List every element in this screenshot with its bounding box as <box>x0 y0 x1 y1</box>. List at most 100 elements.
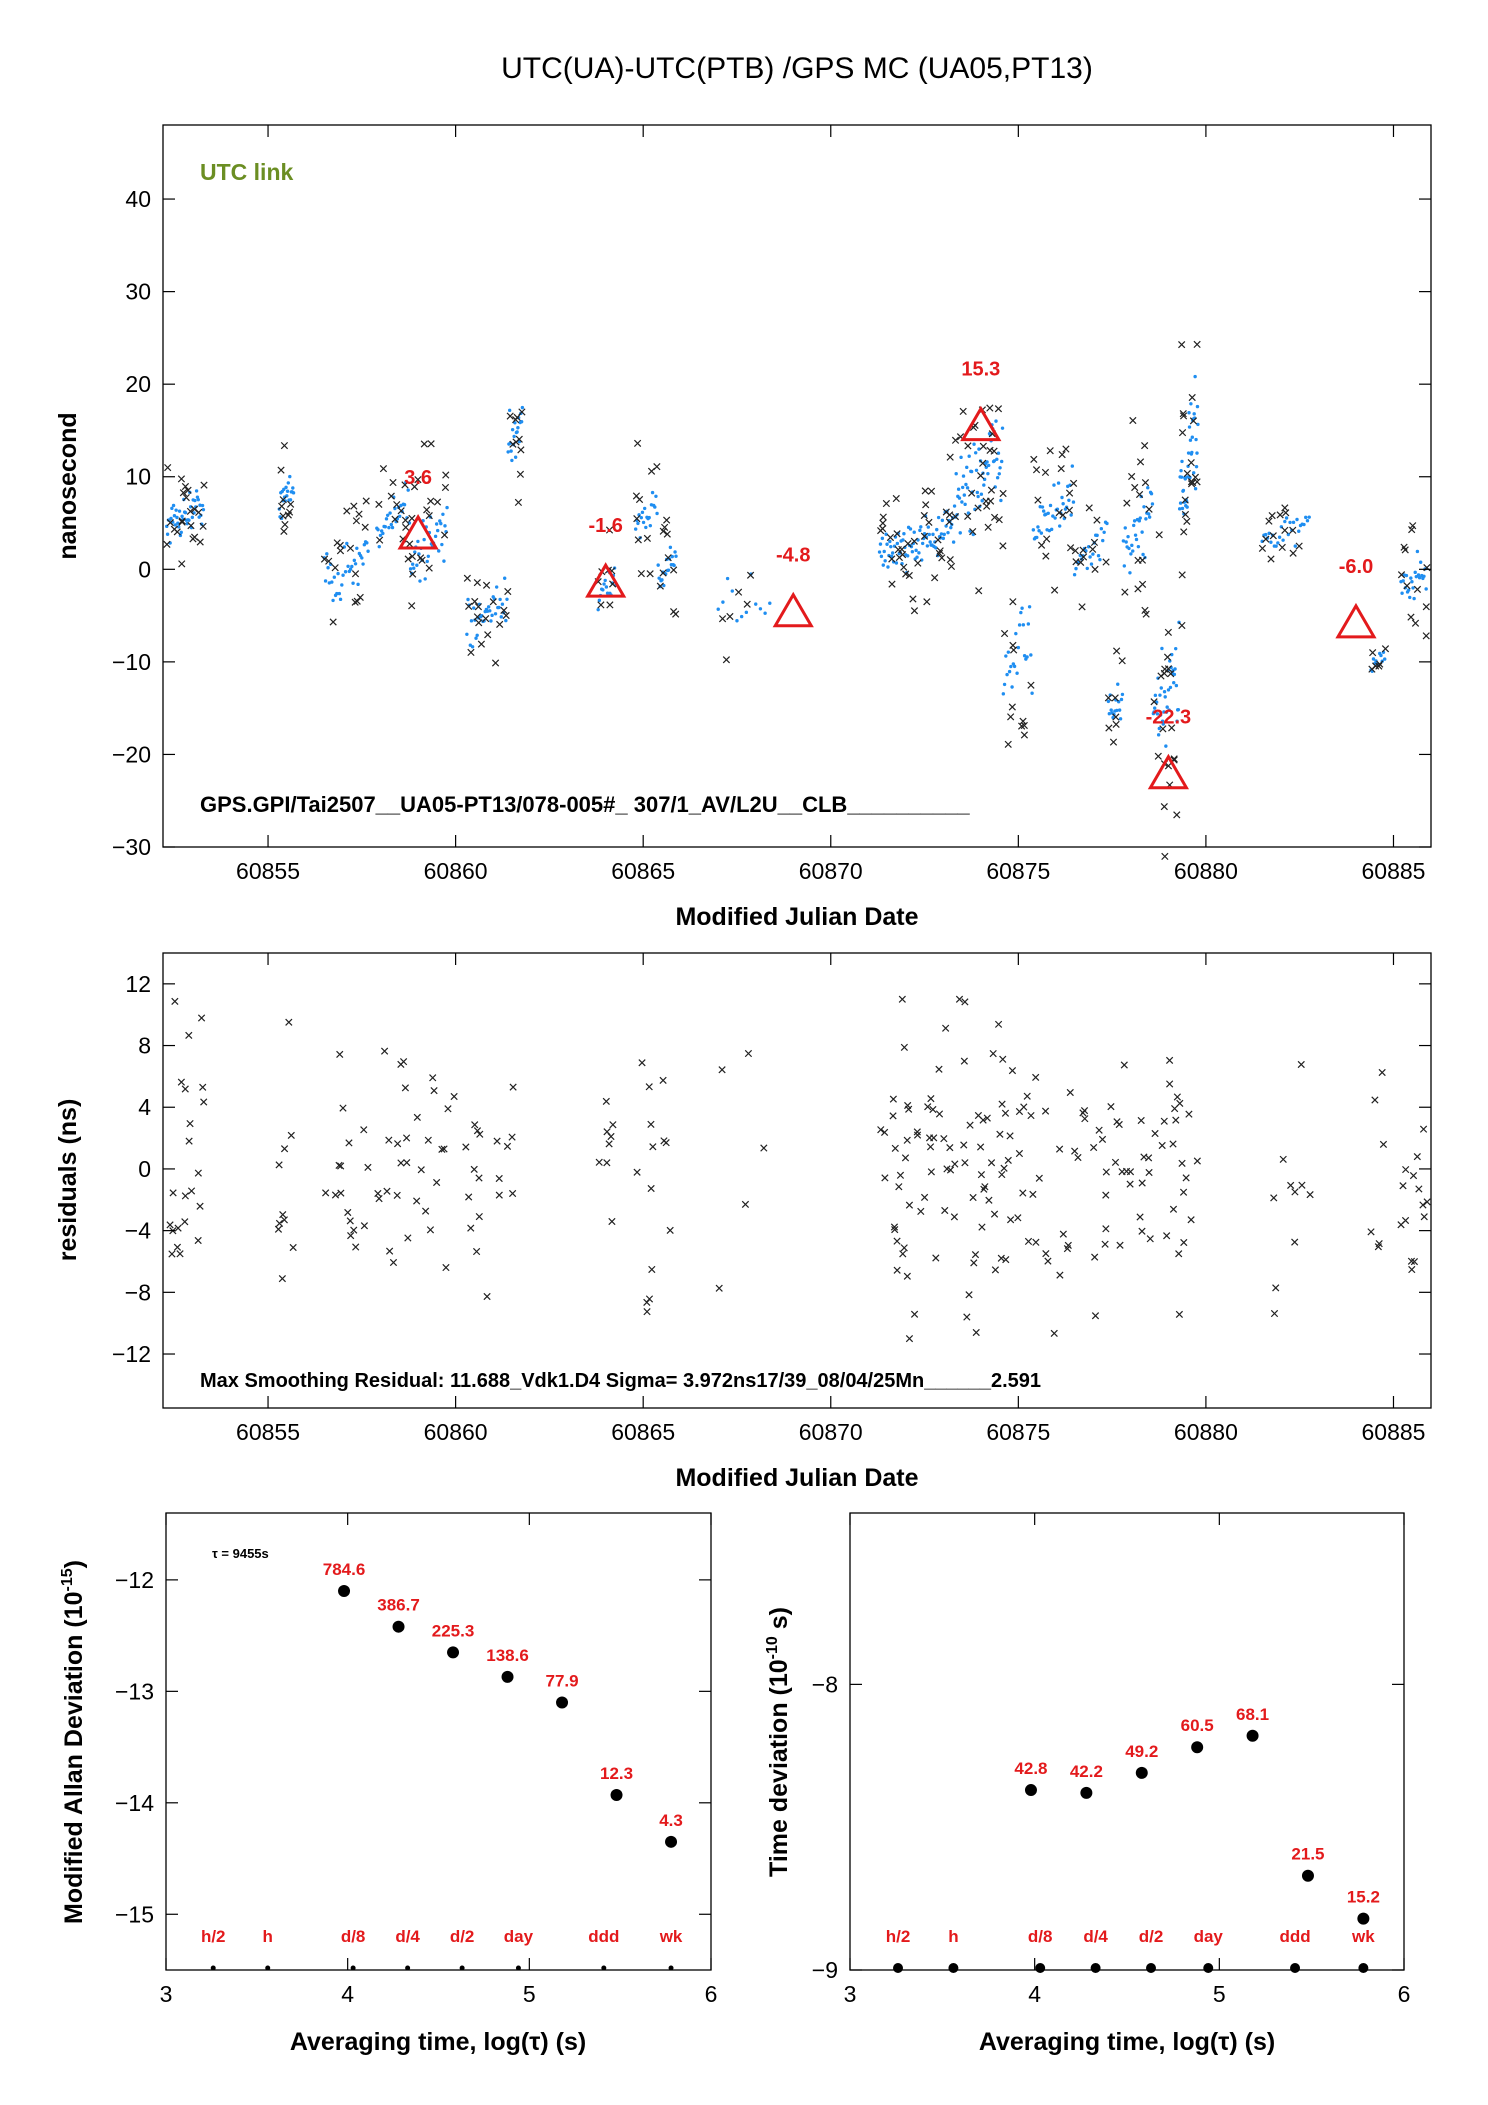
raw-point <box>176 521 180 525</box>
raw-point <box>165 532 170 536</box>
raw-point <box>506 450 510 454</box>
data-point <box>1163 653 1172 661</box>
residual-point <box>969 1193 977 1202</box>
raw-point <box>353 562 358 566</box>
residual-point <box>1298 1181 1306 1189</box>
data-point <box>1109 738 1118 746</box>
raw-point <box>935 527 939 532</box>
residual-point <box>278 1275 286 1283</box>
raw-point <box>1195 404 1200 409</box>
mdev-marker-dot <box>515 1965 521 1971</box>
p2-xtick-label: 60880 <box>1174 1419 1238 1445</box>
residual-point <box>322 1189 330 1197</box>
raw-point <box>963 502 967 507</box>
raw-point <box>171 503 176 508</box>
residual-point <box>1059 1230 1067 1238</box>
data-point <box>164 463 172 472</box>
raw-point <box>960 485 965 490</box>
raw-point <box>996 451 1001 455</box>
raw-point <box>170 506 174 511</box>
residual-point <box>476 1130 484 1138</box>
raw-point <box>1121 539 1126 543</box>
residual-point <box>961 1159 969 1167</box>
tdev-markers-layer: h/2 h d/8 d/4 d/2 day ddd wk <box>886 1927 1375 1973</box>
residual-point <box>1419 1201 1427 1209</box>
data-point <box>1134 585 1142 593</box>
data-point <box>1112 647 1121 655</box>
residual-point <box>413 1113 421 1122</box>
data-point <box>923 598 931 606</box>
raw-point <box>418 579 422 583</box>
data-point <box>477 640 486 648</box>
residual-point <box>1151 1129 1159 1138</box>
raw-point <box>1165 705 1169 709</box>
data-point <box>482 614 490 623</box>
raw-point <box>934 546 938 550</box>
raw-point <box>672 563 676 568</box>
residual-point <box>1409 1172 1418 1180</box>
data-point <box>1155 531 1163 539</box>
raw-point <box>640 510 645 515</box>
panel-residuals: 60855 60860 60865 60870 60875 60880 60885 −12 −8… <box>54 952 1432 1492</box>
data-point <box>1413 585 1422 593</box>
raw-point <box>194 489 199 493</box>
data-point <box>914 559 922 567</box>
raw-point <box>919 525 923 529</box>
residual-point <box>424 1136 432 1144</box>
residual-point <box>1029 1190 1037 1198</box>
raw-point <box>1159 686 1163 690</box>
raw-point <box>985 460 989 464</box>
data-point <box>987 486 996 494</box>
raw-point <box>201 507 206 512</box>
tdev-marker-dot <box>1290 1963 1301 1973</box>
raw-point <box>886 565 890 569</box>
data-point <box>1129 416 1137 425</box>
data-point <box>663 516 671 524</box>
data-point <box>945 518 954 526</box>
data-point <box>1189 417 1198 425</box>
average-label: -4.8 <box>776 545 810 567</box>
data-point <box>471 597 479 606</box>
residual-point <box>442 1263 450 1272</box>
data-point <box>1128 472 1136 481</box>
raw-point <box>1035 535 1039 540</box>
raw-point <box>957 496 962 500</box>
residual-point <box>903 1272 911 1280</box>
mdev-point <box>610 1789 623 1802</box>
residual-point <box>900 1043 908 1051</box>
raw-point <box>360 556 364 560</box>
data-point <box>1008 703 1016 711</box>
residual-point <box>495 1191 503 1199</box>
data-point <box>518 408 526 416</box>
mdev-points-layer: 784.6 386.7 225.3 138.6 77.9 12.3 4.3 <box>323 1560 683 1848</box>
data-point <box>920 532 929 540</box>
p2-ytick-label: −4 <box>125 1218 151 1244</box>
raw-point <box>1168 685 1173 690</box>
data-point <box>909 595 917 603</box>
data-point <box>286 500 295 508</box>
residual-point <box>889 1095 897 1103</box>
raw-point <box>340 583 344 587</box>
raw-point <box>660 578 664 582</box>
raw-point <box>1269 540 1273 544</box>
residual-point <box>940 1135 948 1143</box>
data-point <box>877 527 885 535</box>
raw-point <box>1172 672 1177 677</box>
residual-point <box>1272 1284 1280 1292</box>
raw-point <box>1416 573 1421 577</box>
data-point <box>389 478 397 487</box>
data-point <box>888 555 896 563</box>
raw-point <box>1404 573 1409 578</box>
data-point <box>920 511 928 520</box>
data-point <box>646 570 654 578</box>
mdev-ytick-label: −13 <box>115 1678 154 1704</box>
residual-point <box>1041 1107 1050 1115</box>
data-point <box>892 494 900 503</box>
data-point <box>1065 506 1074 514</box>
p4-ylabel: Time deviation (10-10 s) <box>764 1607 793 1877</box>
residual-point <box>935 1110 944 1118</box>
data-point <box>362 497 370 505</box>
data-point <box>879 519 887 527</box>
data-point <box>1093 516 1101 524</box>
